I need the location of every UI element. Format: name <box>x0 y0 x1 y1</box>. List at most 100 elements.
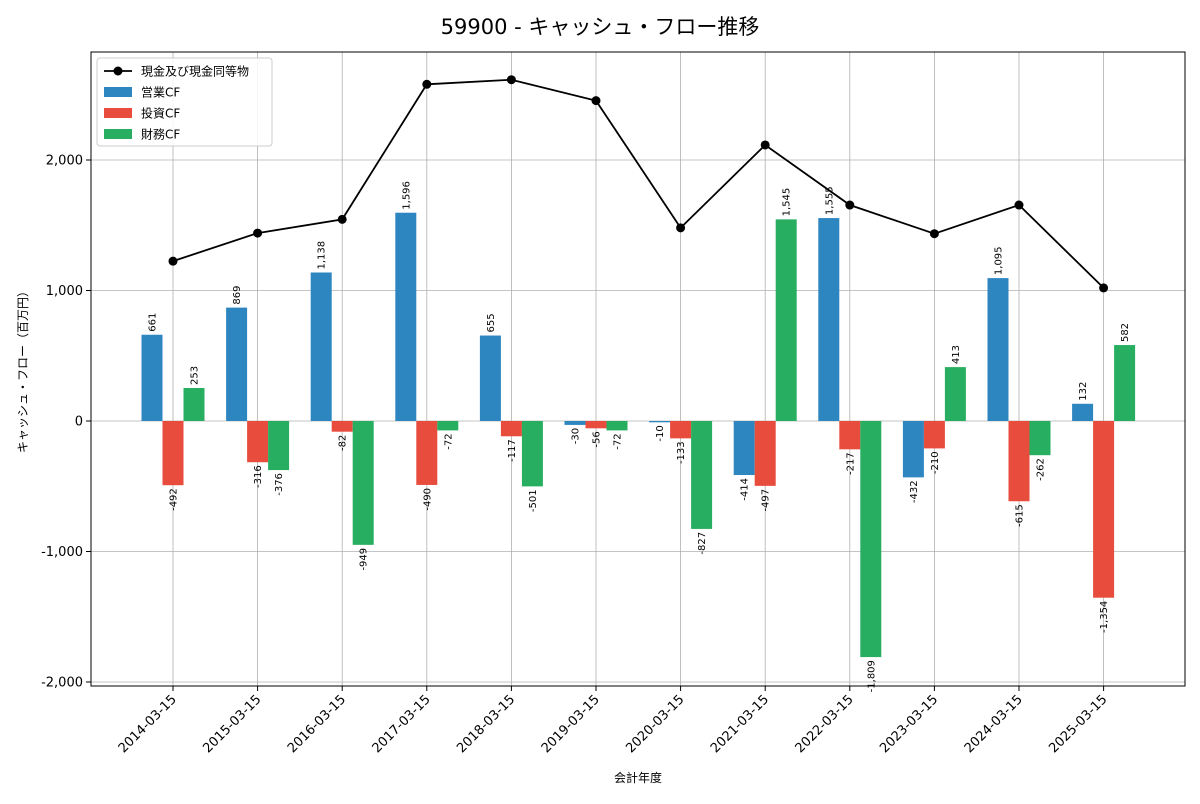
bar <box>521 421 543 487</box>
bar-value-label: 413 <box>951 345 962 364</box>
x-axis: 2014-03-15 2015-03-15 2016-03-15 2017-03-15… <box>116 686 1110 756</box>
legend-label: 投資CF <box>141 106 180 121</box>
legend-label: 営業CF <box>141 86 180 100</box>
bar-value-label: 1,545 <box>782 188 793 217</box>
legend-marker <box>113 66 123 76</box>
bar-value-label: -376 <box>274 473 285 496</box>
bar-value-label: -492 <box>169 488 180 511</box>
y-axis-label: キャッシュ・フロー（百万円） <box>16 285 30 453</box>
bar-value-label: -615 <box>1015 504 1026 527</box>
bar <box>649 421 671 423</box>
bar <box>1072 403 1094 421</box>
bar-value-label: -432 <box>909 480 920 503</box>
cash-line <box>168 75 1109 293</box>
bar-value-label: -217 <box>845 452 856 475</box>
bar-value-label: 132 <box>1078 382 1089 401</box>
legend-swatch <box>104 87 132 97</box>
plot-frame <box>90 51 1186 687</box>
cash-line-point <box>591 96 601 106</box>
cash-line-point <box>845 200 855 210</box>
cash-line-path <box>172 78 1105 289</box>
bar <box>247 421 269 463</box>
bar <box>691 421 713 529</box>
bar-value-label: -414 <box>740 478 751 501</box>
bar <box>1093 421 1115 598</box>
bar-value-label: -262 <box>1036 458 1047 481</box>
cash-line-point <box>506 75 516 85</box>
x-tick-label: 2018-03-15 <box>454 692 518 756</box>
bar-value-label: -949 <box>359 548 370 571</box>
bar <box>860 421 882 658</box>
cash-line-point <box>168 256 178 266</box>
bar <box>479 335 501 421</box>
bar-value-label: -827 <box>697 532 708 555</box>
bar-value-label: -501 <box>528 489 539 512</box>
bar <box>944 367 966 421</box>
bar <box>923 421 945 449</box>
bar <box>310 272 332 421</box>
bar-value-label: -72 <box>443 433 454 449</box>
bar-value-label: 1,555 <box>824 186 835 215</box>
bar <box>352 421 374 545</box>
bar-value-label: -82 <box>338 435 349 451</box>
bar-value-label: -490 <box>422 488 433 511</box>
bar-value-label: -72 <box>613 433 624 449</box>
bar-value-label: -30 <box>571 428 582 444</box>
bar <box>987 278 1009 421</box>
bar <box>585 421 607 429</box>
bar <box>437 421 459 431</box>
bar <box>331 421 353 432</box>
bar-value-label: -10 <box>655 425 666 441</box>
bar-value-label: 253 <box>190 366 201 385</box>
bar <box>775 219 797 421</box>
bar <box>818 218 840 421</box>
bar-value-label: -56 <box>592 431 603 447</box>
legend-swatch <box>104 129 132 139</box>
x-tick-label: 2024-03-15 <box>962 692 1026 756</box>
bar-value-label: 869 <box>232 286 243 305</box>
cash-line-point <box>337 214 347 224</box>
chart-title: 59900 - キャッシュ・フロー推移 <box>441 15 760 39</box>
bar-value-label: -117 <box>507 439 518 462</box>
x-tick-label: 2017-03-15 <box>370 692 434 756</box>
y-tick-label: 1,000 <box>46 284 83 299</box>
bar <box>606 421 628 431</box>
bar <box>141 334 163 421</box>
cash-line-point <box>253 228 263 238</box>
value-labels: 661 869 1,138 1,596 655 -30 -10 -414 1,555 -432 1,… <box>148 181 1132 692</box>
bar <box>564 421 586 425</box>
x-tick-label: 2020-03-15 <box>623 692 687 756</box>
bar-value-label: 661 <box>148 313 159 332</box>
bar <box>839 421 861 450</box>
bar <box>395 212 417 421</box>
x-tick-label: 2016-03-15 <box>285 692 349 756</box>
bar-value-label: -1,809 <box>866 660 877 692</box>
bar <box>500 421 522 437</box>
x-tick-label: 2025-03-15 <box>1046 692 1110 756</box>
x-tick-label: 2021-03-15 <box>708 692 772 756</box>
legend-label: 現金及び現金同等物 <box>141 64 249 79</box>
cash-line-point <box>1099 283 1109 293</box>
bar-value-label: -133 <box>676 441 687 464</box>
cash-line-point <box>422 79 432 89</box>
bar <box>1029 421 1051 456</box>
bar <box>902 421 924 478</box>
legend-box <box>96 57 273 147</box>
bar <box>1008 421 1030 502</box>
bar-value-label: -316 <box>253 465 264 488</box>
bar <box>754 421 776 486</box>
y-tick-label: 2,000 <box>46 154 83 169</box>
x-tick-label: 2014-03-15 <box>116 692 180 756</box>
x-tick-label: 2023-03-15 <box>877 692 941 756</box>
legend-label: 財務CF <box>141 127 180 142</box>
cash-line-point <box>929 229 939 239</box>
bar-value-label: 1,596 <box>401 181 412 210</box>
bar-value-label: -210 <box>930 451 941 474</box>
bar-value-label: -1,354 <box>1099 601 1110 633</box>
bar <box>733 421 755 476</box>
bar <box>416 421 438 485</box>
x-tick-label: 2022-03-15 <box>793 692 857 756</box>
bar <box>162 421 184 486</box>
